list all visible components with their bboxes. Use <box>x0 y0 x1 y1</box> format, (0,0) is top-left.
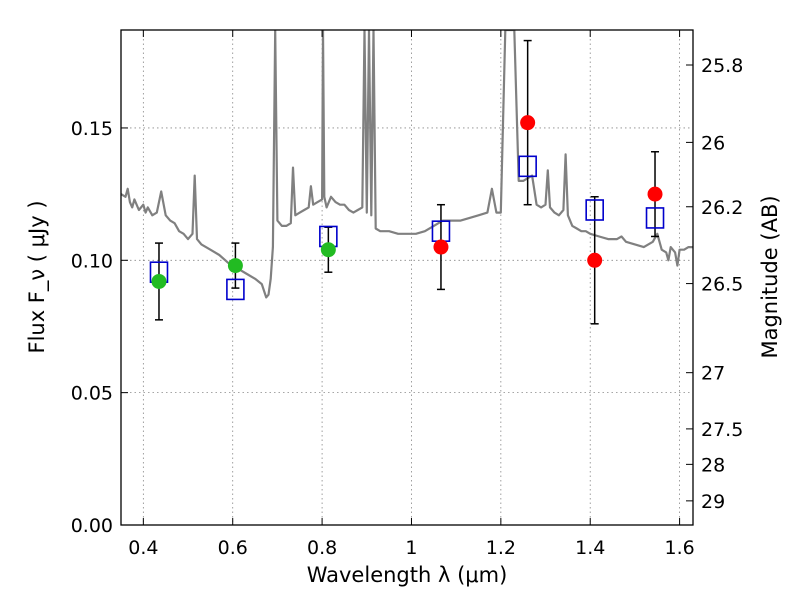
grid <box>121 30 693 526</box>
x-tick-label: 1.6 <box>664 537 694 559</box>
red-data-point <box>520 115 536 131</box>
right-tick-label: 26.2 <box>701 197 743 219</box>
green-data-point <box>320 242 336 258</box>
x-tick-label: 0.8 <box>307 537 337 559</box>
x-axis-ticks: 0.4 0.6 0.8 1 1.2 1.4 1.6 <box>128 30 695 559</box>
red-data-point <box>647 186 663 202</box>
red-data-point <box>433 239 449 255</box>
x-tick-label: 1 <box>405 537 417 559</box>
right-tick-label: 27 <box>701 363 725 385</box>
x-tick-label: 0.6 <box>218 537 248 559</box>
right-tick-label: 29 <box>701 491 725 513</box>
plot-frame <box>120 29 694 526</box>
y-axis-ticks: 0.00 0.05 0.10 0.15 <box>71 118 128 537</box>
y-axis-label: Flux F_ν ( μJy ) <box>25 200 50 353</box>
model-square-marker <box>585 199 604 221</box>
x-tick-label: 0.4 <box>128 537 158 559</box>
right-tick-label: 27.5 <box>701 419 743 441</box>
right-tick-label: 26 <box>701 132 725 154</box>
red-data-point <box>587 252 603 268</box>
y-tick-label: 0.10 <box>71 250 113 272</box>
template-spectrum-layer <box>121 30 693 299</box>
right-tick-label: 25.8 <box>701 55 743 77</box>
y-tick-label: 0.05 <box>71 383 113 405</box>
x-tick-label: 1.2 <box>486 537 516 559</box>
green-data-point <box>151 273 167 289</box>
x-axis-label: Wavelength λ (μm) <box>307 563 508 587</box>
right-axis-ticks: 25.8 26 26.2 26.5 27 27.5 28 29 <box>686 55 743 513</box>
data-markers <box>149 115 665 301</box>
y-tick-label: 0.15 <box>71 118 113 140</box>
model-square-marker <box>226 278 245 301</box>
template-spectrum-line <box>121 30 693 299</box>
green-data-point <box>227 258 243 274</box>
y-tick-label: 0.00 <box>71 515 113 537</box>
right-axis-label: Magnitude (AB) <box>758 195 782 358</box>
right-tick-label: 26.5 <box>701 274 743 296</box>
right-tick-label: 28 <box>701 454 725 476</box>
x-tick-label: 1.4 <box>575 537 605 559</box>
model-square-marker <box>518 155 537 178</box>
model-square-marker <box>645 207 665 229</box>
